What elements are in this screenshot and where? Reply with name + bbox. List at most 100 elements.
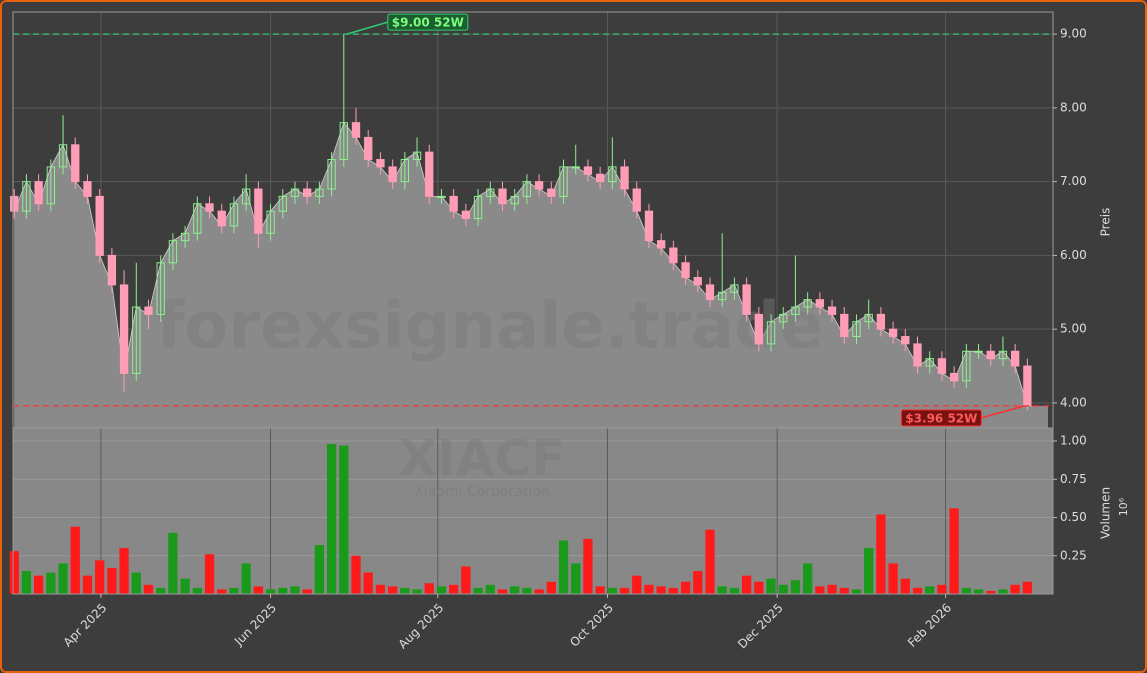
volume-bar: [339, 445, 349, 594]
volume-bar: [119, 548, 129, 594]
volume-bar: [876, 514, 886, 594]
candle-body: [229, 203, 239, 227]
volume-bar: [900, 578, 910, 594]
volume-bar: [156, 587, 166, 594]
annotation-arrow: [346, 21, 389, 35]
volume-bar: [436, 586, 447, 594]
candle-body: [522, 181, 532, 197]
volume-bar: [473, 587, 483, 594]
candle-body: [156, 262, 165, 315]
candle-body: [742, 284, 751, 315]
candle-body: [754, 313, 763, 345]
volume-bar: [387, 586, 398, 594]
volume-bar: [497, 589, 508, 594]
candle-body: [364, 136, 373, 161]
volume-bar: [754, 581, 764, 594]
y2-tick-label: 1.00: [1060, 434, 1087, 448]
x-tick-label: Oct 2025: [567, 601, 616, 650]
candle-body: [254, 188, 263, 234]
volume-bar: [583, 538, 593, 594]
volume-bar: [461, 566, 471, 594]
candle-body: [657, 240, 666, 249]
candle-body: [119, 284, 129, 374]
candle-body: [461, 210, 471, 220]
volume-bar: [741, 575, 752, 594]
volume-bar: [1022, 581, 1033, 594]
volume-bar: [485, 584, 495, 594]
candle-body: [425, 151, 434, 197]
candle-body: [888, 328, 898, 338]
candle-body: [681, 262, 690, 279]
y2-axis-label: Volumen: [1099, 487, 1113, 539]
candle-body: [852, 321, 861, 338]
x-tick-label: Aug 2025: [396, 601, 447, 652]
candle-body: [779, 313, 788, 323]
volume-bar: [82, 575, 93, 594]
y2-tick-label: 0.25: [1060, 548, 1087, 562]
candle-body: [534, 181, 544, 190]
volume-bar: [827, 584, 837, 594]
candle-body: [168, 240, 178, 264]
candle-body: [608, 166, 617, 183]
candle-body: [303, 188, 312, 197]
volume-bar: [510, 586, 520, 594]
candle-body: [583, 166, 593, 175]
candle-body: [193, 203, 202, 234]
volume-bar: [949, 508, 959, 594]
candle-body: [107, 254, 117, 286]
volume-bar: [253, 586, 263, 594]
volume-bar: [95, 560, 105, 594]
candle-body: [388, 166, 397, 183]
candle-body: [315, 188, 324, 197]
candle-body: [132, 306, 141, 374]
annotation-box: [387, 13, 469, 31]
volume-bar: [302, 589, 312, 594]
volume-bar: [363, 572, 373, 594]
volume-bar: [790, 580, 801, 594]
y-tick-label: 7.00: [1060, 174, 1087, 188]
volume-bar: [107, 567, 117, 594]
volume-bar: [693, 571, 703, 594]
volume-bar: [290, 586, 300, 594]
volume-bar: [326, 444, 337, 594]
volume-bar: [217, 589, 227, 594]
candle-body: [10, 195, 19, 212]
candle-body: [925, 358, 934, 367]
volume-bar: [131, 572, 141, 594]
price-area: [13, 121, 1049, 428]
volume-bar: [351, 555, 361, 594]
y2-offset-label: 10⁶: [1117, 497, 1130, 516]
candle-body: [1023, 365, 1032, 407]
candle-body: [412, 151, 422, 161]
candle-body: [278, 195, 287, 212]
candle-body: [949, 372, 959, 382]
candle-body: [473, 195, 483, 220]
volume-bar: [717, 586, 727, 594]
candle-body: [913, 343, 922, 367]
candle-body: [840, 313, 849, 338]
price-area: [14, 122, 1049, 428]
candle-body: [901, 336, 910, 345]
candle-body: [339, 122, 348, 161]
candle-body: [766, 321, 776, 345]
candle-body: [449, 195, 458, 212]
volume-bar: [595, 586, 605, 594]
candle-body: [718, 291, 727, 301]
volume-bar: [558, 540, 569, 594]
volume-bar: [70, 526, 80, 594]
candle-body: [986, 350, 995, 360]
volume-bar: [937, 584, 947, 594]
candle-body: [547, 188, 556, 197]
x-tick-label: Feb 2026: [905, 601, 954, 650]
volume-bar: [241, 563, 251, 594]
candle-body: [205, 203, 214, 212]
candle-body: [510, 195, 519, 205]
candle-body: [730, 284, 739, 293]
candle-body: [290, 188, 300, 197]
volume-bar: [998, 589, 1008, 594]
volume-bar: [21, 571, 32, 594]
candle-body: [437, 195, 446, 198]
candle-body: [217, 210, 226, 227]
volume-bar: [449, 584, 459, 594]
volume-bar: [619, 587, 630, 594]
